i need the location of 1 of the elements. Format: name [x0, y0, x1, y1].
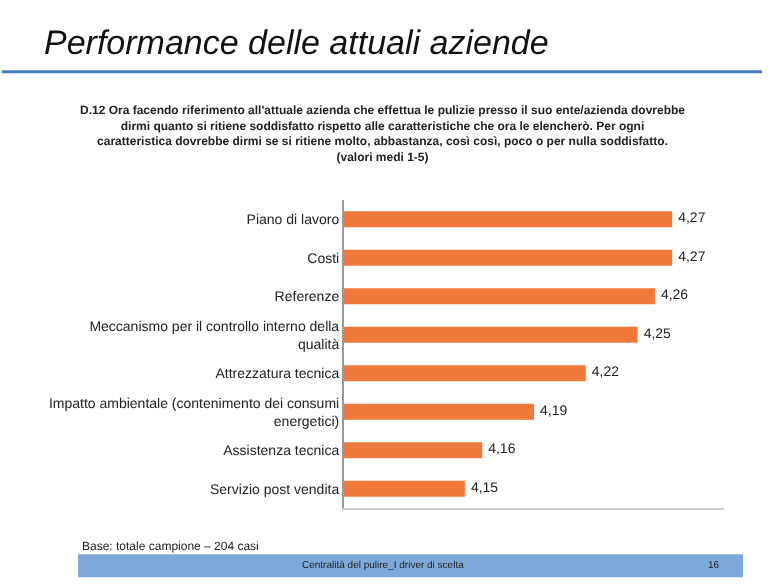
chart-title: Performance delle attuali aziende: [44, 24, 549, 62]
